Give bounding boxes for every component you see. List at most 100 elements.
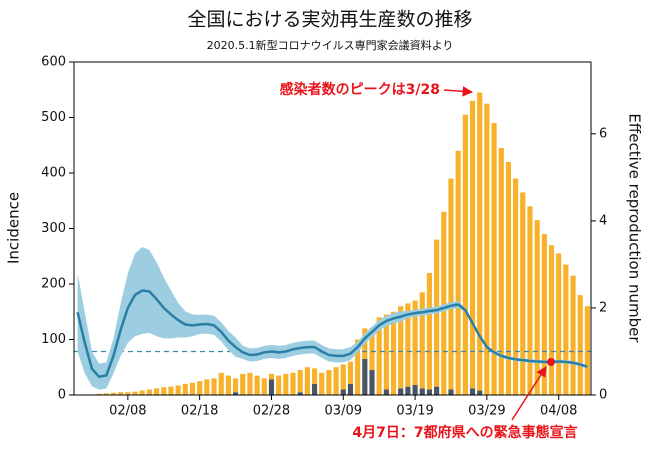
x-tick-label: 02/28: [253, 404, 290, 419]
bar: [232, 378, 239, 393]
chart-title: 全国における実効再生産数の推移: [187, 9, 472, 31]
bar: [369, 370, 375, 395]
bar: [412, 300, 418, 386]
bar: [197, 381, 203, 395]
bar: [398, 306, 404, 389]
x-tick-label: 03/29: [468, 404, 505, 419]
bar: [347, 383, 354, 395]
y2-axis-label: Effective reproduction number: [626, 113, 644, 343]
bar: [175, 385, 181, 395]
bar: [297, 370, 303, 393]
bar: [469, 388, 476, 395]
bar: [527, 206, 533, 395]
y2-tick-label: 6: [599, 126, 607, 141]
bar: [469, 100, 476, 389]
bar: [355, 339, 361, 395]
y2-tick-label: 4: [599, 213, 607, 228]
bar: [563, 264, 569, 395]
bar: [390, 311, 397, 395]
line: [76, 289, 588, 379]
x-tick-label: 02/18: [181, 404, 218, 419]
bar: [319, 372, 325, 395]
bar: [326, 370, 332, 395]
bar: [498, 148, 504, 395]
y-tick-label: 200: [41, 277, 66, 292]
y-tick-label: 500: [41, 110, 66, 125]
bar: [254, 375, 260, 395]
event-marker: [547, 358, 555, 366]
bar: [376, 317, 382, 395]
bar: [405, 386, 411, 395]
bar: [189, 382, 196, 395]
y2-tick-label: 2: [599, 300, 607, 315]
bar: [204, 379, 210, 395]
bar: [362, 328, 368, 359]
bar: [484, 103, 490, 395]
bar: [132, 391, 138, 395]
bar: [441, 211, 447, 395]
x-tick-label: 03/09: [325, 404, 362, 419]
bar: [146, 389, 152, 395]
bar: [340, 389, 346, 395]
bar: [383, 314, 389, 390]
bar: [340, 364, 346, 390]
bar: [584, 306, 590, 395]
bar: [110, 392, 117, 395]
bar: [268, 373, 275, 380]
bar: [118, 392, 124, 395]
bar: [369, 328, 375, 371]
bar: [362, 358, 368, 395]
bar: [513, 178, 519, 395]
annotation: 感染者数のピークは3/28: [280, 81, 440, 98]
bar: [218, 372, 224, 395]
bar: [153, 388, 160, 395]
bar: [311, 368, 318, 384]
chart-subtitle: 2020.5.1新型コロナウイルス専門家会議資料より: [207, 38, 454, 52]
y-tick-label: 600: [41, 55, 66, 70]
bar: [225, 375, 231, 395]
bar: [304, 367, 310, 395]
bar: [276, 375, 282, 395]
x-tick-label: 02/08: [109, 404, 146, 419]
bar: [426, 272, 433, 390]
bar: [283, 373, 289, 395]
annotation: 4月7日：7都府県への緊急事態宣言: [352, 424, 577, 441]
bar: [125, 392, 131, 395]
bar: [434, 386, 440, 395]
bar: [491, 123, 497, 396]
bar: [240, 373, 246, 395]
y-axis-label: Incidence: [5, 192, 23, 264]
plot-area: [74, 92, 591, 396]
y-tick-label: 300: [41, 221, 66, 236]
bar: [448, 178, 454, 390]
bar: [290, 372, 296, 395]
annotation-arrow: [443, 86, 474, 97]
bar: [161, 387, 167, 395]
y-tick-label: 0: [58, 388, 66, 403]
bar: [448, 389, 454, 395]
annotation-arrow: [511, 366, 547, 421]
bar: [419, 292, 425, 389]
bar: [398, 388, 404, 395]
bar: [556, 253, 562, 395]
bar: [103, 393, 109, 395]
bar: [570, 275, 576, 395]
confidence-band: [77, 247, 588, 390]
bar: [505, 161, 512, 395]
bar: [182, 383, 188, 395]
bar: [462, 114, 468, 395]
bar: [383, 389, 389, 395]
y-tick-label: 100: [41, 332, 66, 347]
bar: [412, 385, 418, 395]
x-tick-label: 03/19: [396, 404, 433, 419]
bar: [139, 390, 145, 395]
bar: [541, 234, 547, 395]
bar: [333, 367, 339, 395]
bar: [311, 383, 318, 395]
bar: [168, 386, 174, 395]
bar: [247, 372, 253, 395]
bar: [297, 392, 303, 395]
bar: [534, 220, 540, 395]
bar: [96, 393, 102, 395]
